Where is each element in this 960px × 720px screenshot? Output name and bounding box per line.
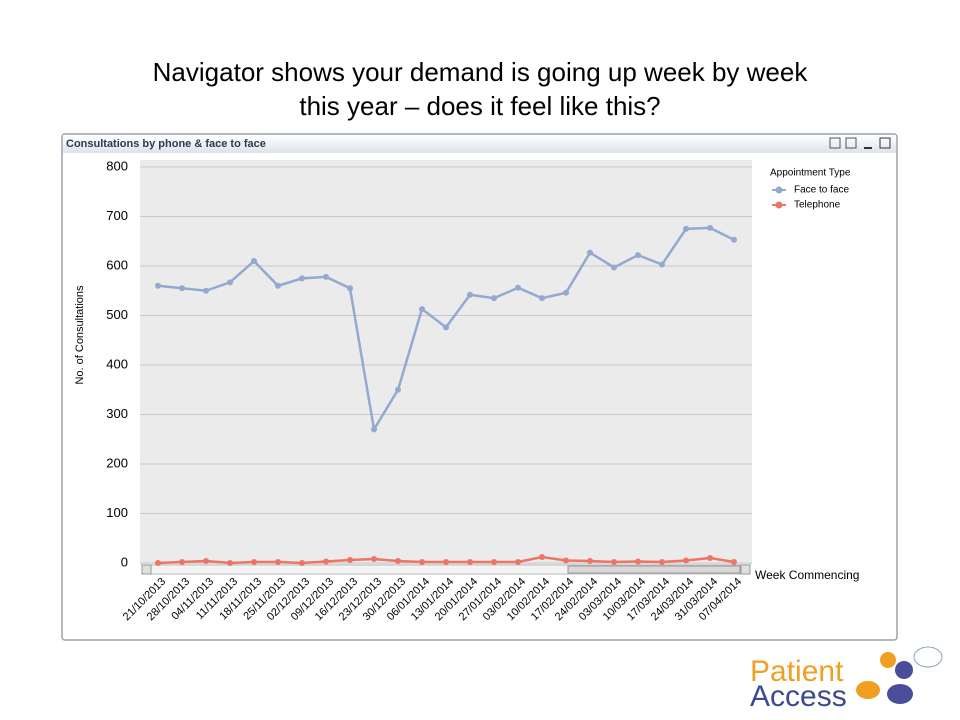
data-point (635, 558, 641, 565)
data-point (203, 287, 209, 294)
data-point (707, 224, 713, 231)
data-point (275, 282, 281, 289)
logo-dot (880, 652, 896, 668)
y-tick-label: 200 (106, 455, 128, 470)
logo-dot (895, 661, 913, 679)
logo-text: Access (750, 680, 847, 713)
data-point (587, 558, 593, 565)
y-axis-label: No. of Consultations (74, 285, 86, 385)
logo-dot (887, 684, 913, 704)
data-point (467, 559, 473, 566)
data-point (683, 225, 689, 232)
data-point (443, 559, 449, 566)
y-tick-label: 100 (106, 505, 128, 520)
data-point (323, 558, 329, 565)
logo-icon (856, 646, 943, 704)
data-point (227, 560, 233, 566)
data-point (635, 252, 641, 259)
legend-dot (775, 186, 783, 194)
logo-text: Patient (750, 655, 844, 688)
data-point (155, 560, 161, 566)
data-point (419, 559, 425, 566)
panel-title: Consultations by phone & face to face (66, 138, 266, 150)
legend-label: Face to face (794, 185, 849, 196)
y-tick-label: 500 (106, 307, 128, 322)
data-point (227, 279, 233, 286)
data-point (515, 284, 521, 291)
data-point (659, 261, 665, 268)
data-point (371, 426, 377, 433)
panel-icons[interactable] (829, 137, 891, 149)
data-point (251, 559, 257, 566)
data-point (347, 557, 353, 564)
data-point (539, 554, 545, 561)
data-point (323, 273, 329, 280)
data-point (179, 559, 185, 566)
data-point (155, 282, 161, 289)
data-point (491, 295, 497, 302)
data-point (707, 555, 713, 562)
y-tick-label: 400 (106, 356, 128, 371)
data-point (515, 559, 521, 566)
data-point (275, 559, 281, 566)
data-point (731, 559, 737, 566)
y-tick-label: 300 (106, 406, 128, 421)
icon[interactable] (829, 137, 841, 149)
y-tick-label: 0 (121, 554, 128, 569)
data-point (563, 289, 569, 296)
data-point (467, 291, 473, 298)
data-point (203, 558, 209, 565)
slide-title: this year – does it feel like this? (299, 91, 660, 121)
scrollbar[interactable] (141, 564, 751, 575)
legend-title: Appointment Type (770, 168, 851, 179)
legend-label: Telephone (794, 200, 841, 211)
x-axis-label: Week Commencing (755, 568, 859, 582)
data-point (611, 559, 617, 566)
data-point (539, 295, 545, 302)
data-point (611, 264, 617, 271)
icon[interactable] (879, 137, 891, 149)
scroll-thumb[interactable] (567, 565, 741, 574)
data-point (371, 556, 377, 563)
scroll-left[interactable] (141, 564, 152, 575)
data-point (443, 324, 449, 331)
logo-dot (856, 681, 880, 699)
y-tick-label: 800 (106, 158, 128, 173)
legend-dot (775, 201, 783, 209)
y-tick-label: 700 (106, 208, 128, 223)
data-point (347, 285, 353, 292)
data-point (299, 275, 305, 282)
scroll-right[interactable] (740, 564, 751, 575)
data-point (395, 558, 401, 565)
logo-bubble (913, 646, 943, 668)
data-point (491, 559, 497, 566)
data-point (587, 249, 593, 256)
plot-area (140, 160, 752, 565)
data-point (251, 258, 257, 265)
y-tick-label: 600 (106, 257, 128, 272)
slide-title: Navigator shows your demand is going up … (153, 57, 809, 87)
data-point (563, 557, 569, 564)
panel-title-bar (63, 135, 896, 153)
data-point (419, 306, 425, 313)
data-point (683, 557, 689, 564)
data-point (395, 386, 401, 393)
data-point (659, 559, 665, 566)
data-point (731, 236, 737, 243)
data-point (179, 285, 185, 292)
data-point (299, 560, 305, 566)
icon[interactable] (845, 137, 857, 149)
